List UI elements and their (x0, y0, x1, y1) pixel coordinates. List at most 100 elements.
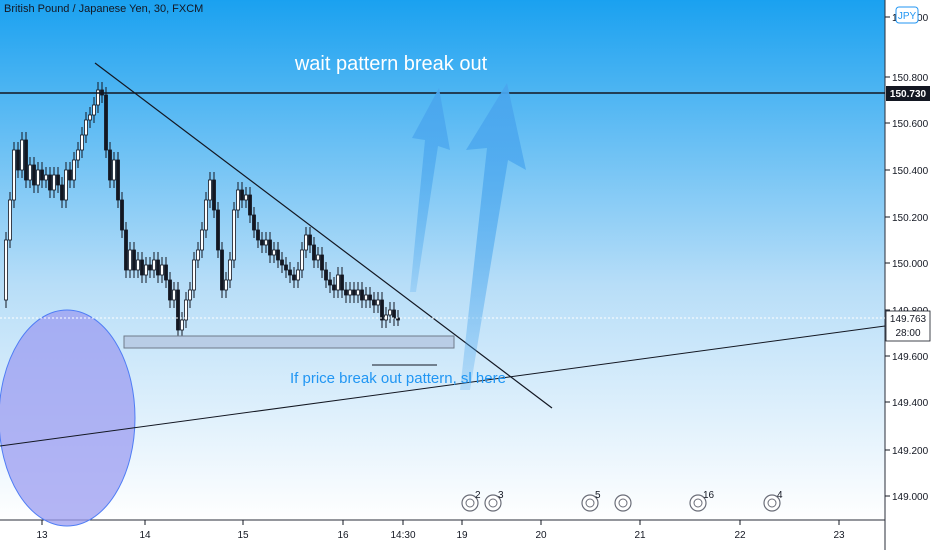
candle-body (260, 239, 264, 246)
bar-countdown-label: 28:00 (895, 328, 920, 339)
candle-body (216, 209, 220, 251)
time-axis-ticks: 13 14 15 16 14:30 19 20 21 22 23 (36, 520, 845, 541)
candle-body (232, 209, 236, 261)
highlight-ellipse[interactable] (0, 309, 136, 527)
candle-body (112, 159, 116, 181)
candle-body (388, 309, 392, 316)
candle-body (348, 289, 352, 296)
ascending-trendline[interactable] (0, 325, 886, 447)
price-tick-label: 150.200 (892, 213, 929, 224)
time-tick-label: 22 (734, 530, 746, 541)
candle-body (104, 94, 108, 151)
annotation-bottom-text[interactable]: If price break out pattern, sl here (290, 370, 506, 387)
candle-body (284, 264, 288, 271)
candle-body (120, 199, 124, 231)
candle-body (88, 114, 92, 121)
candle-body (236, 189, 240, 211)
candle-body (72, 159, 76, 181)
candle-body (28, 164, 32, 181)
candle-body (132, 249, 136, 271)
candle-body (40, 169, 44, 181)
candle-body (360, 289, 364, 301)
candle-body (292, 274, 296, 281)
breakout-arrow-small[interactable] (410, 88, 450, 292)
event-badge-icon[interactable] (581, 494, 599, 512)
candle-body (316, 254, 320, 261)
candle-body (224, 279, 228, 291)
candle-body (196, 249, 200, 261)
price-tick-label: 150.600 (892, 119, 929, 130)
event-badge-icon[interactable] (484, 494, 502, 512)
candle-body (344, 289, 348, 296)
support-zone-box[interactable] (123, 335, 455, 349)
candle-body (164, 264, 168, 281)
candle-body (368, 294, 372, 301)
currency-badge[interactable] (895, 6, 919, 24)
candle-body (296, 269, 300, 281)
time-tick-label: 19 (456, 530, 468, 541)
event-badge-icon[interactable] (689, 494, 707, 512)
candle-body (80, 134, 84, 151)
candle-body (208, 179, 212, 201)
candle-body (136, 259, 140, 271)
candle-body (64, 169, 68, 201)
candle-body (44, 174, 48, 181)
candle-body (212, 179, 216, 211)
candle-body (256, 229, 260, 241)
annotation-top-text[interactable]: wait pattern break out (294, 53, 488, 75)
candle-body (52, 174, 56, 191)
candle-body (96, 89, 100, 106)
event-badge-icon[interactable] (461, 494, 479, 512)
time-axis-panel (0, 520, 885, 550)
candle-body (144, 264, 148, 276)
price-tick-label: 150.400 (892, 166, 929, 177)
candle-body (280, 259, 284, 266)
candle-body (16, 149, 20, 171)
candle-body (128, 249, 132, 271)
symbol-title[interactable]: British Pound / Japanese Yen, 30, FXCM (4, 3, 204, 15)
currency-badge-label: JPY (898, 11, 917, 22)
candle-body (48, 174, 52, 191)
event-badge-inner (488, 498, 498, 508)
candle-body (92, 104, 96, 116)
candle-body (364, 294, 368, 301)
candle-body (68, 169, 72, 181)
candle-body (392, 309, 396, 319)
candle-body (184, 299, 188, 321)
candle-body (376, 299, 380, 306)
candle-body (172, 289, 176, 301)
candle-body (324, 269, 328, 281)
last-price-label: 149.763 (890, 314, 927, 325)
candle-body (304, 234, 308, 251)
candle-body (4, 239, 8, 301)
candle-body (124, 229, 128, 271)
candle-body (188, 289, 192, 301)
event-badge-inner (693, 498, 703, 508)
price-tick-label: 149.600 (892, 352, 929, 363)
price-tick-label: 150.000 (892, 259, 929, 270)
candle-body (176, 289, 180, 331)
candle-body (200, 229, 204, 251)
event-badge-count: 3 (498, 490, 504, 501)
candlesticks (4, 82, 400, 338)
candle-body (156, 259, 160, 276)
breakout-arrow-large[interactable] (460, 83, 526, 390)
candle-body (76, 149, 80, 161)
event-badge-icon[interactable] (614, 494, 632, 512)
time-tick-label: 14 (139, 530, 151, 541)
candle-body (140, 259, 144, 276)
candle-body (36, 169, 40, 186)
candle-body (228, 259, 232, 281)
time-tick-label: 15 (237, 530, 249, 541)
candle-body (288, 269, 292, 276)
event-badge-icon[interactable] (763, 494, 781, 512)
price-tick-label: 150.800 (892, 73, 929, 84)
event-badges[interactable]: 2 3 5 16 4 (461, 490, 783, 512)
time-tick-label: 13 (36, 530, 48, 541)
candle-body (356, 289, 360, 296)
level-price-label-bg (886, 86, 930, 101)
candle-body (320, 254, 324, 271)
event-badge-inner (585, 498, 595, 508)
candle-body (244, 194, 248, 201)
